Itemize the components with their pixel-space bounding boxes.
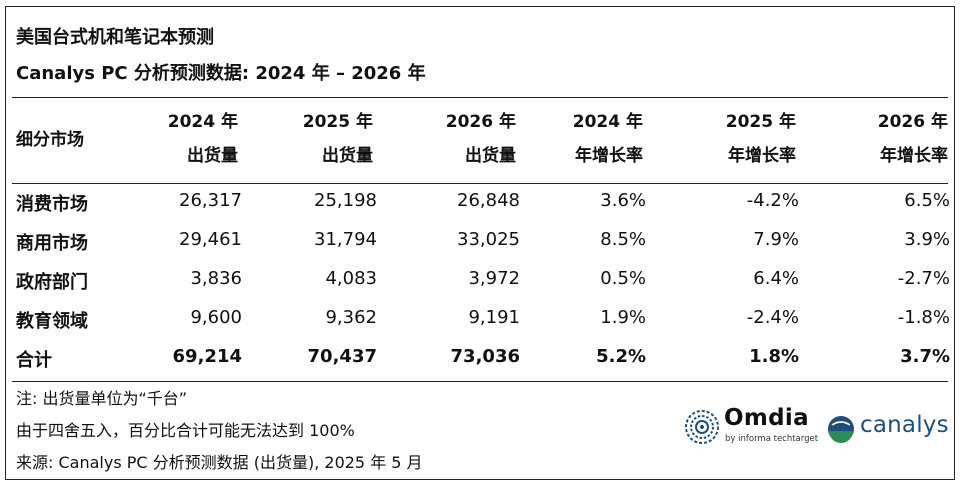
cell-2024-shipments: 26,317 bbox=[179, 190, 242, 211]
cell-2025-shipments: 4,083 bbox=[325, 268, 377, 289]
canalys-mark-icon bbox=[828, 416, 854, 443]
cell-2026-growth: 3.9% bbox=[904, 229, 950, 250]
cell-2025-growth: 1.8% bbox=[749, 346, 799, 367]
cell-2026-shipments: 9,191 bbox=[468, 307, 520, 328]
cell-2024-growth: 3.6% bbox=[600, 190, 646, 211]
divider-header bbox=[12, 183, 948, 184]
header-col-6-line2: 年增长率 bbox=[880, 146, 948, 166]
header-col-2-line1: 2025 年 bbox=[302, 112, 373, 132]
row-label: 合计 bbox=[16, 350, 52, 371]
header-col-1-line2: 出货量 bbox=[187, 146, 238, 166]
cell-2026-shipments: 33,025 bbox=[457, 229, 520, 250]
note-rounding: 由于四舍五入，百分比合计可能无法达到 100% bbox=[16, 421, 355, 440]
table-subtitle: Canalys PC 分析预测数据: 2024 年 – 2026 年 bbox=[16, 63, 426, 84]
table-row-education: 教育领域 9,600 9,362 9,191 1.9% -2.4% -1.8% bbox=[6, 307, 954, 345]
cell-2025-shipments: 31,794 bbox=[314, 229, 377, 250]
row-label: 教育领域 bbox=[16, 311, 88, 332]
cell-2024-shipments: 9,600 bbox=[190, 307, 242, 328]
divider-footer bbox=[12, 381, 948, 382]
cell-2024-growth: 8.5% bbox=[600, 229, 646, 250]
cell-2025-shipments: 25,198 bbox=[314, 190, 377, 211]
table-row-total: 合计 69,214 70,437 73,036 5.2% 1.8% 3.7% bbox=[6, 346, 954, 384]
forecast-table-card: 美国台式机和笔记本预测 Canalys PC 分析预测数据: 2024 年 – … bbox=[5, 6, 955, 480]
cell-2026-growth: -1.8% bbox=[897, 307, 950, 328]
header-col-2-line2: 出货量 bbox=[322, 146, 373, 166]
cell-2025-shipments: 9,362 bbox=[325, 307, 377, 328]
row-label: 商用市场 bbox=[16, 233, 88, 254]
cell-2025-growth: 7.9% bbox=[753, 229, 799, 250]
cell-2024-shipments: 69,214 bbox=[172, 346, 242, 367]
cell-2025-shipments: 70,437 bbox=[307, 346, 377, 367]
header-col-5-line1: 2025 年 bbox=[725, 112, 796, 132]
omdia-tagline: by informa techtarget bbox=[725, 434, 819, 444]
note-unit: 注: 出货量单位为“千台” bbox=[16, 389, 188, 408]
table-row-commercial: 商用市场 29,461 31,794 33,025 8.5% 7.9% 3.9% bbox=[6, 229, 954, 267]
cell-2024-growth: 0.5% bbox=[600, 268, 646, 289]
note-source: 来源: Canalys PC 分析预测数据 (出货量), 2025 年 5 月 bbox=[16, 453, 423, 472]
cell-2026-shipments: 26,848 bbox=[457, 190, 520, 211]
header-col-4-line1: 2024 年 bbox=[572, 112, 643, 132]
cell-2026-shipments: 3,972 bbox=[468, 268, 520, 289]
header-col-1-line1: 2024 年 bbox=[167, 112, 238, 132]
cell-2024-growth: 1.9% bbox=[600, 307, 646, 328]
table-row-consumer: 消费市场 26,317 25,198 26,848 3.6% -4.2% 6.5… bbox=[6, 190, 954, 228]
header-col-6-line1: 2026 年 bbox=[877, 112, 948, 132]
cell-2025-growth: -2.4% bbox=[746, 307, 799, 328]
row-label: 消费市场 bbox=[16, 194, 88, 215]
omdia-mark-icon bbox=[685, 410, 719, 444]
header-segment: 细分市场 bbox=[16, 130, 84, 150]
cell-2024-shipments: 29,461 bbox=[179, 229, 242, 250]
cell-2025-growth: 6.4% bbox=[753, 268, 799, 289]
cell-2025-growth: -4.2% bbox=[746, 190, 799, 211]
cell-2026-growth: -2.7% bbox=[897, 268, 950, 289]
cell-2026-growth: 6.5% bbox=[904, 190, 950, 211]
canalys-logo: canalys bbox=[826, 411, 951, 447]
header-col-4-line2: 年增长率 bbox=[575, 146, 643, 166]
cell-2024-growth: 5.2% bbox=[596, 346, 646, 367]
cell-2026-growth: 3.7% bbox=[900, 346, 950, 367]
table-title: 美国台式机和笔记本预测 bbox=[16, 27, 214, 48]
row-label: 政府部门 bbox=[16, 272, 88, 293]
header-col-5-line2: 年增长率 bbox=[728, 146, 796, 166]
header-col-3-line1: 2026 年 bbox=[445, 112, 516, 132]
divider-top bbox=[12, 97, 948, 98]
header-col-3-line2: 出货量 bbox=[465, 146, 516, 166]
omdia-logo: Omdia by informa techtarget bbox=[684, 405, 829, 449]
table-row-government: 政府部门 3,836 4,083 3,972 0.5% 6.4% -2.7% bbox=[6, 268, 954, 306]
canalys-wordmark: canalys bbox=[860, 412, 949, 438]
cell-2024-shipments: 3,836 bbox=[190, 268, 242, 289]
cell-2026-shipments: 73,036 bbox=[450, 346, 520, 367]
omdia-wordmark: Omdia bbox=[724, 405, 809, 431]
